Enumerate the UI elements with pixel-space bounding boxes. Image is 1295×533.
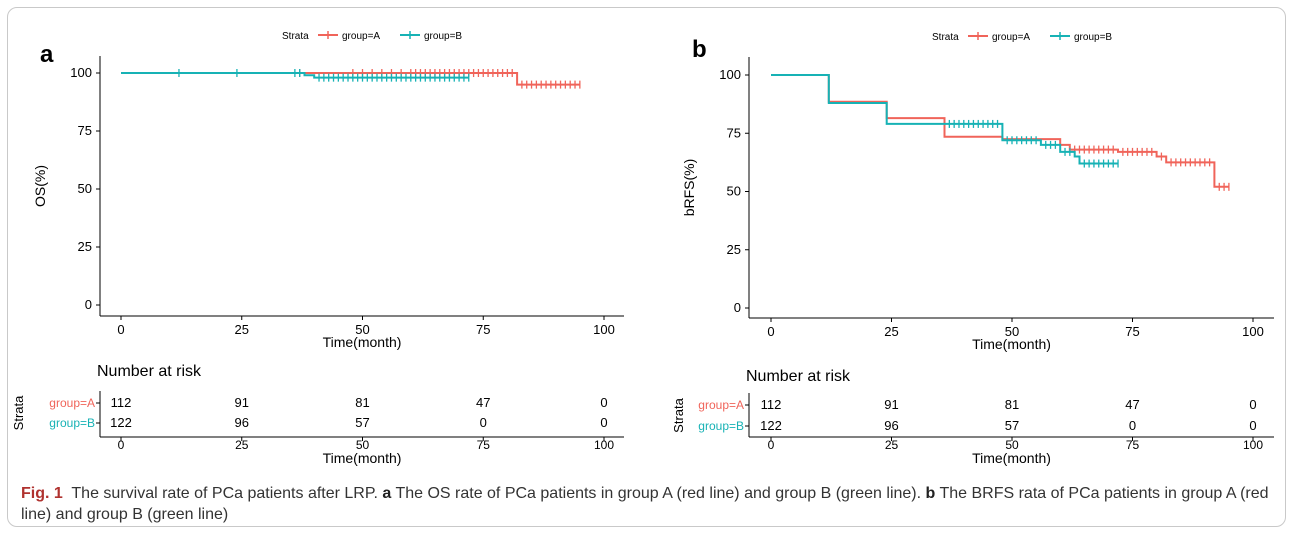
risk-x-tick-label: 0 (768, 438, 775, 452)
y-tick-label: 0 (734, 300, 741, 315)
risk-x-tick-label: 100 (594, 438, 614, 452)
figure-caption: Fig. 1 The survival rate of PCa patients… (21, 483, 1276, 525)
risk-count: 0 (480, 415, 487, 430)
y-tick-label: 50 (78, 181, 92, 196)
risk-x-tick-label: 50 (356, 438, 370, 452)
legend-entry-label: group=A (992, 32, 1030, 43)
legend-entry-label: group=B (1074, 32, 1112, 43)
survival-step-line (771, 74, 1118, 165)
legend-entry-label: group=B (424, 31, 462, 42)
figure-frame (7, 7, 1286, 527)
x-tick-label: 50 (1005, 324, 1019, 339)
risk-row-label: group=A (49, 396, 95, 410)
caption-part-b-label: b (925, 485, 936, 502)
x-axis-title: Time(month) (972, 336, 1051, 352)
risk-x-tick-label: 75 (1126, 438, 1140, 452)
risk-count: 0 (600, 415, 607, 430)
legend-title: Strata (282, 31, 309, 42)
legend-key (1050, 32, 1070, 40)
chart-panel-a: a Strata group=A group=B 0 25 50 75 100 0 25 50 75 10… (11, 31, 624, 466)
risk-count: 112 (111, 395, 132, 410)
legend-key (318, 31, 338, 39)
risk-count: 0 (600, 395, 607, 410)
caption-fig-label: Fig. 1 (21, 485, 63, 502)
risk-count: 0 (1249, 418, 1256, 433)
risk-x-tick-label: 0 (118, 438, 125, 452)
y-tick-label: 100 (719, 67, 741, 82)
risk-count: 47 (476, 395, 490, 410)
risk-x-tick-label: 25 (885, 438, 899, 452)
y-tick-label: 0 (85, 297, 92, 312)
risk-count: 96 (884, 418, 898, 433)
legend: Strata group=A group=B (282, 31, 462, 42)
caption-part-b-text: The BRFS rata of PCa patients in group A… (21, 485, 1269, 523)
risk-strata-label: Strata (671, 397, 686, 432)
caption-part-a-text: The OS rate of PCa patients in group A (… (395, 485, 922, 502)
risk-row-label: group=B (49, 416, 95, 430)
caption-title: The survival rate of PCa patients after … (71, 485, 378, 502)
series-group-A (121, 69, 581, 89)
risk-x-tick-label: 25 (235, 438, 249, 452)
risk-count: 122 (110, 415, 132, 430)
series-group-B (121, 69, 470, 82)
y-tick-label: 100 (70, 65, 92, 80)
x-tick-label: 0 (767, 324, 774, 339)
x-tick-label: 100 (1242, 324, 1264, 339)
risk-count: 81 (355, 395, 369, 410)
y-tick-label: 75 (78, 123, 92, 138)
risk-count: 47 (1125, 397, 1139, 412)
legend-title: Strata (932, 32, 959, 43)
risk-count: 91 (884, 397, 898, 412)
legend-entry-label: group=A (342, 31, 380, 42)
chart-panel-b: b Strata group=A group=B 0 25 50 75 100 0 25 50 75 10… (671, 32, 1274, 466)
legend-key (968, 32, 988, 40)
risk-table-title: Number at risk (746, 368, 851, 385)
risk-row-label: group=B (698, 419, 744, 433)
panel-letter: a (40, 41, 54, 68)
y-tick-label: 25 (727, 242, 741, 257)
risk-count: 0 (1249, 397, 1256, 412)
risk-strata-label: Strata (11, 395, 26, 430)
risk-count: 81 (1005, 397, 1019, 412)
risk-count: 57 (1005, 418, 1019, 433)
risk-count: 96 (235, 415, 249, 430)
risk-x-tick-label: 75 (477, 438, 491, 452)
risk-table-title: Number at risk (97, 363, 202, 380)
y-axis-title: bRFS(%) (681, 159, 697, 217)
y-tick-label: 75 (727, 125, 741, 140)
legend: Strata group=A group=B (932, 32, 1112, 43)
x-tick-label: 50 (355, 322, 369, 337)
x-tick-label: 75 (476, 322, 490, 337)
x-tick-label: 75 (1125, 324, 1139, 339)
legend-key (400, 31, 420, 39)
x-tick-label: 25 (235, 322, 249, 337)
y-axis-title: OS(%) (32, 165, 48, 207)
risk-count: 122 (760, 418, 782, 433)
risk-x-axis-title: Time(month) (972, 450, 1051, 466)
panel-letter: b (692, 36, 707, 63)
risk-x-tick-label: 100 (1243, 438, 1263, 452)
x-axis-title: Time(month) (323, 334, 402, 350)
risk-x-tick-label: 50 (1005, 438, 1019, 452)
risk-x-axis-title: Time(month) (323, 450, 402, 466)
survival-step-line (121, 72, 469, 79)
x-tick-label: 0 (117, 322, 124, 337)
series-group-A (771, 74, 1230, 191)
risk-count: 0 (1129, 418, 1136, 433)
risk-count: 57 (355, 415, 369, 430)
series-group-B (771, 74, 1119, 168)
risk-row-label: group=A (698, 398, 744, 412)
survival-step-line (771, 74, 1229, 188)
y-tick-label: 50 (727, 184, 741, 199)
risk-count: 112 (761, 397, 782, 412)
risk-table: Number at risk group=A 112 91 81 47 0 group=B 12… (11, 363, 624, 466)
risk-count: 91 (235, 395, 249, 410)
caption-part-a-label: a (382, 485, 392, 502)
y-tick-label: 25 (78, 239, 92, 254)
x-tick-label: 25 (884, 324, 898, 339)
x-tick-label: 100 (593, 322, 615, 337)
survival-step-line (121, 72, 580, 86)
